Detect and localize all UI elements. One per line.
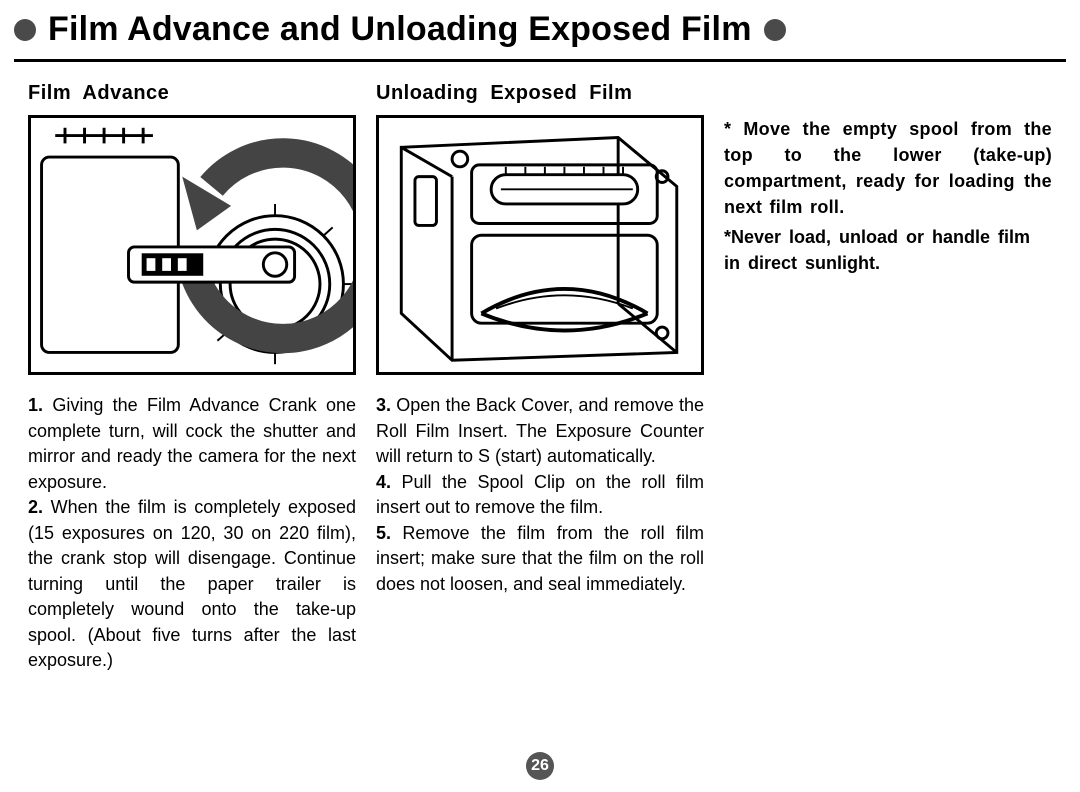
bullet-icon xyxy=(14,19,36,41)
item-number: 1. xyxy=(28,395,43,415)
bullet-icon xyxy=(764,19,786,41)
column-unloading: Unloading Exposed Film xyxy=(376,82,704,674)
list-item: 1. Giving the Film Advance Crank one com… xyxy=(28,393,356,495)
item-text: Pull the Spool Clip on the roll film ins… xyxy=(376,472,704,518)
list-item: 5. Remove the film from the roll film in… xyxy=(376,521,704,598)
item-text: Giving the Film Advance Crank one comple… xyxy=(28,395,356,492)
text-unloading: 3. Open the Back Cover, and remove the R… xyxy=(376,393,704,597)
illustration-unloading xyxy=(376,115,704,375)
content-columns: Film Advance xyxy=(0,62,1080,674)
item-number: 2. xyxy=(28,497,43,517)
heading-unloading: Unloading Exposed Film xyxy=(376,82,704,105)
list-item: 2. When the film is completely ex­posed … xyxy=(28,495,356,674)
manual-page: Film Advance and Unloading Exposed Film … xyxy=(0,0,1080,792)
item-number: 4. xyxy=(376,472,391,492)
column-notes: * Move the empty spool from the top to t… xyxy=(724,82,1052,674)
illustration-film-advance xyxy=(28,115,356,375)
spacer xyxy=(724,82,1052,116)
item-text: When the film is completely ex­posed (15… xyxy=(28,497,356,670)
notes-block: * Move the empty spool from the top to t… xyxy=(724,116,1052,277)
camera-crank-icon xyxy=(31,118,353,372)
item-number: 3. xyxy=(376,395,391,415)
page-title: Film Advance and Unloading Exposed Film xyxy=(48,10,752,49)
item-text: Open the Back Cover, and remove the Roll… xyxy=(376,395,704,466)
film-back-open-icon xyxy=(379,118,701,372)
note-move-spool: * Move the empty spool from the top to t… xyxy=(724,116,1052,220)
list-item: 3. Open the Back Cover, and remove the R… xyxy=(376,393,704,470)
page-header: Film Advance and Unloading Exposed Film xyxy=(0,0,1080,57)
item-text: Remove the film from the roll film inser… xyxy=(376,523,704,594)
item-number: 5. xyxy=(376,523,391,543)
page-number: 26 xyxy=(531,757,549,775)
list-item: 4. Pull the Spool Clip on the roll film … xyxy=(376,470,704,521)
text-film-advance: 1. Giving the Film Advance Crank one com… xyxy=(28,393,356,674)
note-sunlight: *Never load, unload or handle film in di… xyxy=(724,224,1052,276)
column-film-advance: Film Advance xyxy=(28,82,356,674)
page-number-badge: 26 xyxy=(526,752,554,780)
heading-film-advance: Film Advance xyxy=(28,82,356,105)
